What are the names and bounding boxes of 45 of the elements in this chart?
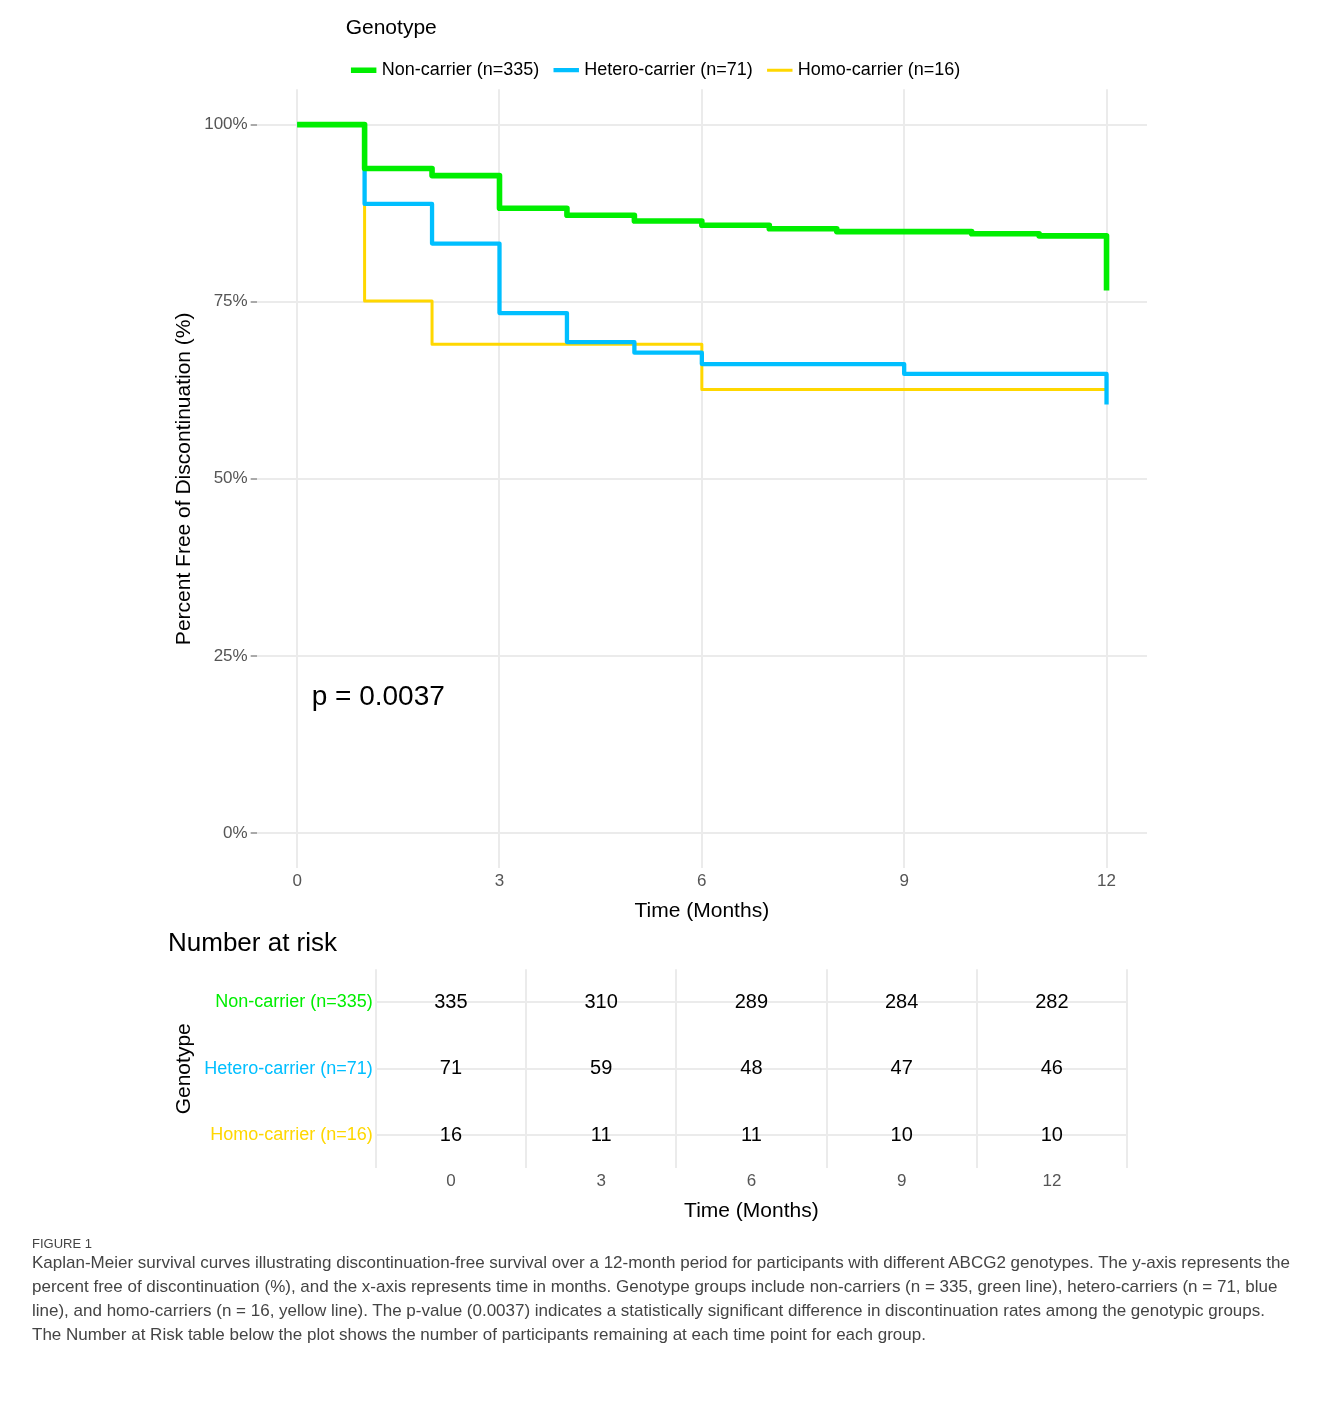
x-tick-label: 12 xyxy=(1042,1171,1062,1191)
y-axis-title: Percent Free of Discontinuation (%) xyxy=(171,312,195,646)
data-label: 16 xyxy=(439,1122,463,1145)
data-label: 48 xyxy=(740,1056,763,1079)
y-tick-label: 100% xyxy=(204,114,248,134)
y-tick-label: 0% xyxy=(223,822,248,842)
legend-label: Non-carrier (n=335) xyxy=(381,59,540,80)
x-axis-title: Time (Months) xyxy=(684,1198,819,1222)
data-label: 71 xyxy=(439,1056,463,1079)
legend-title: Genotype xyxy=(345,15,437,39)
y-axis-title: Genotype xyxy=(171,1023,195,1115)
y-tick-label: Homo-carrier (n=16) xyxy=(210,1124,373,1145)
data-label: 284 xyxy=(884,989,919,1012)
chart-title: Number at risk xyxy=(168,926,339,957)
caption: FIGURE 1 xyxy=(32,1236,93,1251)
x-tick-label: 0 xyxy=(446,1171,456,1191)
data-label: 11 xyxy=(590,1122,612,1145)
data-label: 47 xyxy=(890,1056,913,1079)
data-label: 10 xyxy=(890,1122,913,1145)
legend-label: Homo-carrier (n=16) xyxy=(797,59,961,80)
y-tick-label: Hetero-carrier (n=71) xyxy=(204,1057,373,1078)
legend-label: Hetero-carrier (n=71) xyxy=(584,59,753,80)
y-tick-label: 25% xyxy=(213,645,248,665)
x-axis-title: Time (Months) xyxy=(634,898,770,922)
x-tick-label: 3 xyxy=(494,871,505,891)
data-label: 289 xyxy=(734,989,769,1012)
data-label: 59 xyxy=(590,1056,613,1079)
x-tick-label: 6 xyxy=(746,1171,757,1191)
y-tick-label: 50% xyxy=(213,468,248,488)
data-label: 10 xyxy=(1040,1122,1063,1145)
data-label: 46 xyxy=(1040,1056,1063,1079)
x-tick-label: 0 xyxy=(292,871,302,891)
y-tick-label: 75% xyxy=(213,291,248,311)
x-tick-label: 9 xyxy=(899,871,909,891)
data-label: 282 xyxy=(1035,989,1069,1012)
x-tick-label: 12 xyxy=(1097,871,1116,891)
text: Kaplan-Meier survival curves illustrating discontinuation-free survival over a 12-month period for participants with different ABCG2 genotypes. The y-axis represents the percent free of discontinuation (%), and the x-axis represents time in months. Genotype groups include non-carriers (n = 335, green line), hetero-carriers (n = 71, blue line), and homo-carriers (n = 16, yellow line). The p-value (0.0037) indicates a statistically significant difference in discontinuation rates among the genotypic groups. The Number at Risk table below the plot shows the number of participants remaining at each time point for each group. xyxy=(32,1252,1291,1346)
x-tick-label: 9 xyxy=(896,1171,907,1191)
x-tick-label: 6 xyxy=(697,871,707,891)
data-label: 310 xyxy=(584,989,618,1012)
annotation: p = 0.0037 xyxy=(311,679,445,711)
data-label: 335 xyxy=(434,989,468,1012)
x-tick-label: 3 xyxy=(596,1171,606,1191)
data-label: 11 xyxy=(741,1122,762,1145)
y-tick-label: Non-carrier (n=335) xyxy=(215,991,373,1012)
